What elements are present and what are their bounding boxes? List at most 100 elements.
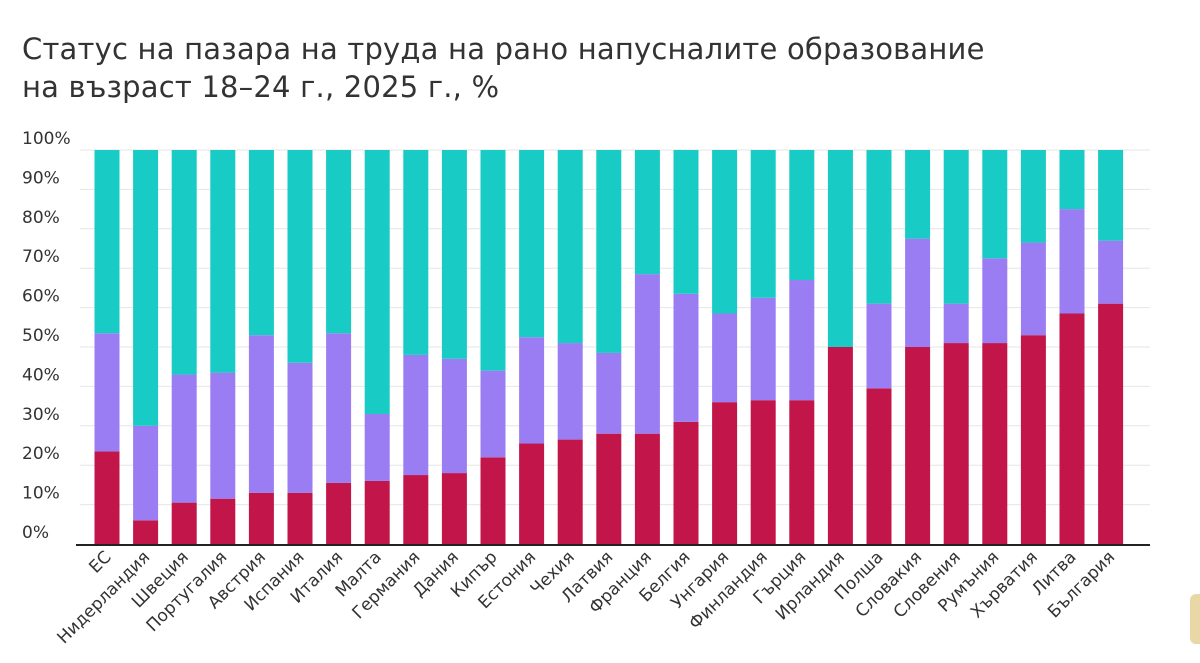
bar-segment bbox=[712, 402, 738, 544]
bar-segment bbox=[519, 150, 545, 338]
y-tick-label: 40% bbox=[22, 365, 60, 385]
bar-segment bbox=[364, 480, 390, 544]
bar-segment bbox=[673, 150, 699, 294]
bar-segment bbox=[982, 343, 1008, 544]
bar-segment bbox=[1098, 240, 1124, 304]
bar-segment bbox=[1020, 242, 1046, 336]
bar-segment bbox=[1059, 313, 1085, 544]
bar-segment bbox=[248, 492, 274, 544]
bar-segment bbox=[441, 473, 467, 544]
bar-segment bbox=[1059, 150, 1085, 210]
bar-segment bbox=[364, 150, 390, 414]
bar-segment bbox=[596, 433, 622, 544]
bar-segment bbox=[210, 372, 236, 499]
bar-segment bbox=[596, 352, 622, 434]
chart-title-line-2: на възраст 18–24 г., 2025 г., % bbox=[22, 70, 500, 104]
bar-segment bbox=[364, 413, 390, 481]
bar-segment bbox=[943, 150, 969, 304]
bar-segment bbox=[94, 150, 120, 334]
bar-segment bbox=[673, 293, 699, 422]
y-tick-label: 50% bbox=[22, 326, 60, 346]
bar-segment bbox=[596, 150, 622, 353]
bar-segment bbox=[943, 343, 969, 544]
y-tick-label: 30% bbox=[22, 405, 60, 425]
bar-segment bbox=[905, 347, 931, 544]
bar-segment bbox=[905, 238, 931, 347]
bar-segment bbox=[133, 425, 159, 521]
y-tick-label: 90% bbox=[22, 168, 60, 188]
bar-segment bbox=[1020, 150, 1046, 243]
y-tick-label: 80% bbox=[22, 208, 60, 228]
bar-segment bbox=[1098, 150, 1124, 241]
bar-segment bbox=[287, 492, 313, 544]
y-tick-label: 70% bbox=[22, 247, 60, 267]
bar-segment bbox=[866, 150, 892, 304]
bar-segment bbox=[750, 150, 776, 298]
bar-segment bbox=[480, 370, 506, 458]
bar-segment bbox=[634, 433, 660, 544]
bar-segment bbox=[287, 150, 313, 363]
bar-segment bbox=[1059, 209, 1085, 314]
bar-segment bbox=[133, 150, 159, 426]
bar-segment bbox=[789, 400, 815, 544]
bars bbox=[94, 150, 1124, 544]
bar-segment bbox=[866, 388, 892, 544]
bar-segment bbox=[171, 502, 197, 544]
bar-segment bbox=[634, 150, 660, 275]
y-tick-label: 60% bbox=[22, 287, 60, 307]
bar-segment bbox=[403, 354, 429, 476]
bar-segment bbox=[789, 150, 815, 281]
bar-segment bbox=[673, 421, 699, 544]
bar-segment bbox=[634, 274, 660, 434]
bar-segment bbox=[287, 362, 313, 493]
bar-segment bbox=[905, 150, 931, 239]
bar-segment bbox=[171, 374, 197, 503]
x-tick-label: ЕС bbox=[85, 547, 115, 577]
bar-segment bbox=[712, 313, 738, 403]
y-tick-label: 10% bbox=[22, 484, 60, 504]
bar-segment bbox=[441, 358, 467, 474]
bar-segment bbox=[827, 150, 853, 347]
bar-segment bbox=[750, 297, 776, 401]
chart-title-line-1: Статус на пазара на труда на рано напусн… bbox=[22, 32, 985, 66]
bar-segment bbox=[403, 475, 429, 544]
bar-segment bbox=[441, 150, 467, 359]
bar-segment bbox=[133, 520, 159, 544]
bar-segment bbox=[943, 303, 969, 344]
bar-segment bbox=[94, 333, 120, 452]
bar-segment bbox=[982, 150, 1008, 259]
y-tick-label: 20% bbox=[22, 444, 60, 464]
y-tick-label: 0% bbox=[22, 523, 49, 543]
bar-segment bbox=[1098, 303, 1124, 544]
bar-segment bbox=[557, 150, 583, 344]
bar-segment bbox=[827, 347, 853, 544]
y-tick-label: 100% bbox=[22, 129, 71, 149]
chart-title: Статус на пазара на труда на рано напусн… bbox=[22, 30, 985, 106]
bar-segment bbox=[326, 482, 352, 544]
bar-segment bbox=[210, 150, 236, 373]
bar-segment bbox=[171, 150, 197, 375]
y-axis-tick-labels: 0% 10% 20% 30% 40% 50% 60% 70% 80% 90% 100% bbox=[22, 129, 71, 543]
bar-segment bbox=[866, 303, 892, 389]
bar-segment bbox=[712, 150, 738, 314]
bar-segment bbox=[519, 337, 545, 444]
bar-segment bbox=[982, 258, 1008, 344]
bar-segment bbox=[789, 280, 815, 401]
bar-segment bbox=[519, 443, 545, 544]
side-tab[interactable] bbox=[1190, 594, 1200, 644]
bar-segment bbox=[480, 150, 506, 371]
bar-segment bbox=[480, 457, 506, 544]
bar-segment bbox=[210, 498, 236, 544]
bar-segment bbox=[248, 335, 274, 493]
bar-segment bbox=[557, 343, 583, 440]
bar-segment bbox=[1020, 335, 1046, 544]
bar-segment bbox=[403, 150, 429, 355]
x-axis-tick-labels: ЕСНидерландияШвецияПортугалияАвстрияИспа… bbox=[54, 547, 1120, 648]
bar-segment bbox=[326, 150, 352, 334]
bar-segment bbox=[326, 333, 352, 483]
bar-segment bbox=[94, 451, 120, 544]
bar-segment bbox=[750, 400, 776, 544]
bar-segment bbox=[248, 150, 274, 336]
bar-segment bbox=[557, 439, 583, 544]
